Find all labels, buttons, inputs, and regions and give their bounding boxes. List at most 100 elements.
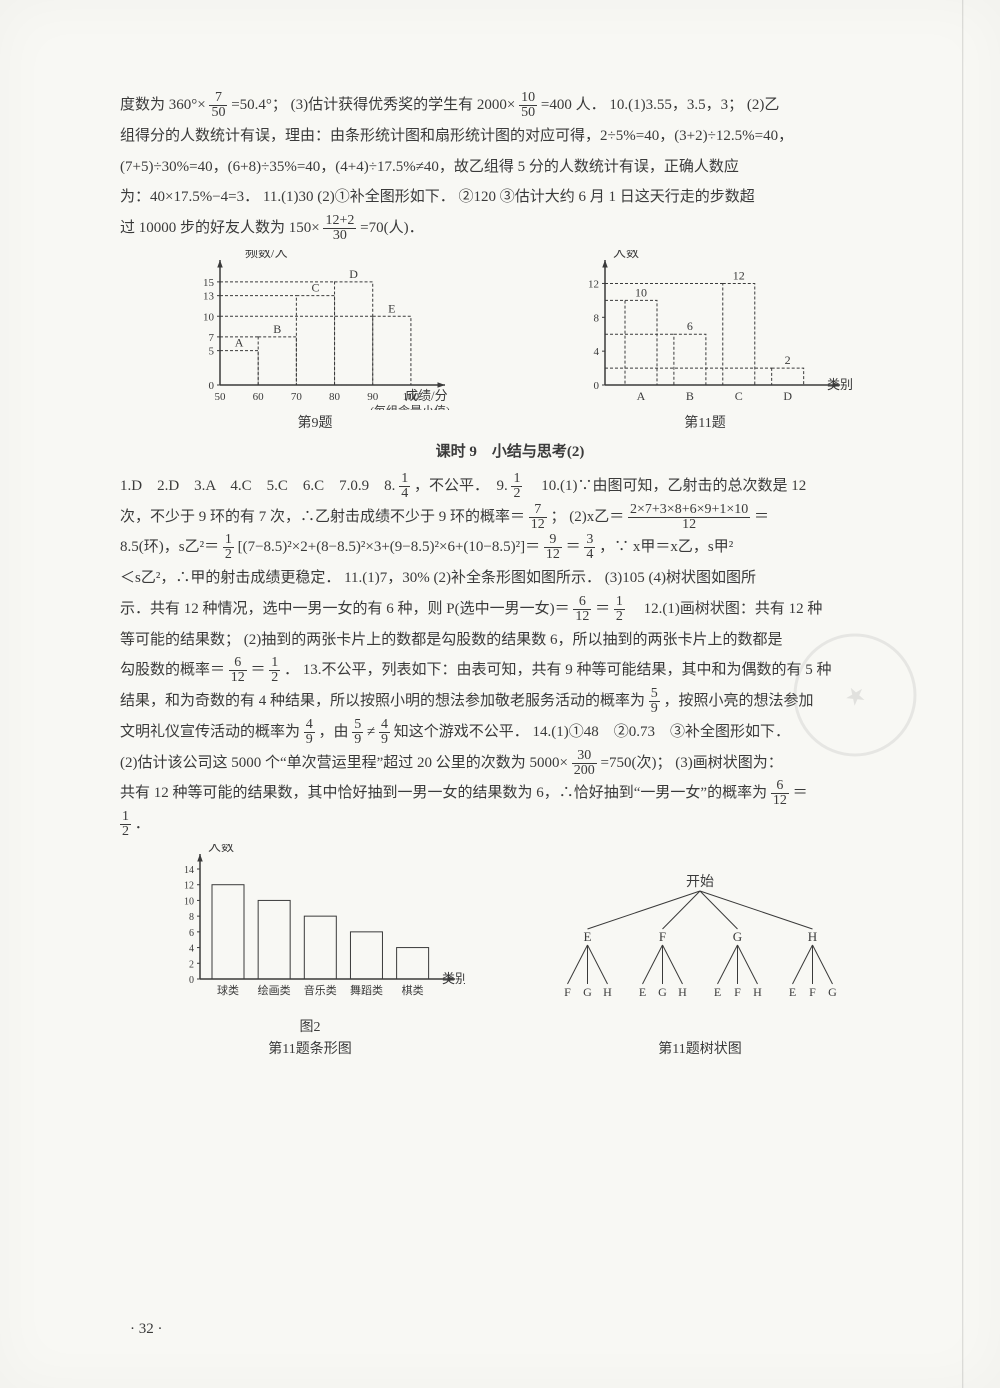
svg-text:开始: 开始 xyxy=(686,874,714,890)
svg-text:6: 6 xyxy=(189,928,194,939)
t: (2)估计该公司这 5000 个“单次营运里程”超过 20 公里的次数为 500… xyxy=(120,755,568,771)
t: [(7−8.5)²×2+(8−8.5)²×3+(9−8.5)²×6+(10−8.… xyxy=(238,539,541,555)
svg-text:H: H xyxy=(808,929,817,944)
svg-text:4: 4 xyxy=(189,943,194,954)
svg-text:14: 14 xyxy=(184,865,194,876)
svg-text:B: B xyxy=(273,322,281,336)
t: ＝ xyxy=(754,509,769,525)
svg-text:4: 4 xyxy=(594,346,600,358)
frac: 59 xyxy=(352,718,363,747)
svg-text:90: 90 xyxy=(367,391,379,403)
t: 为：40×17.5%−4=3． 11.(1)30 (2)①补全图形如下． ②12… xyxy=(120,189,755,205)
svg-text:F: F xyxy=(659,929,666,944)
frac: 30200 xyxy=(572,749,597,778)
svg-text:F: F xyxy=(809,985,816,999)
t: 勾股数的概率＝ xyxy=(120,662,225,678)
svg-text:13: 13 xyxy=(203,290,215,302)
svg-text:10: 10 xyxy=(635,285,647,299)
svg-text:12: 12 xyxy=(733,268,745,282)
chart-row-1: 频数/人成绩/分(每组含最小值)0571013155060708090100AB… xyxy=(120,250,900,432)
para2: 1.D 2.D 3.A 4.C 5.C 6.C 7.0.9 8. 14 ，不公平… xyxy=(120,471,900,840)
frac: 1050 xyxy=(519,91,537,120)
t: ，由 xyxy=(319,724,349,740)
svg-text:6: 6 xyxy=(687,319,693,333)
tree-svg: 开始EFGHFEGHGEFHHEFG xyxy=(535,866,865,1036)
frac: 12 xyxy=(120,810,131,839)
svg-text:G: G xyxy=(658,985,667,999)
svg-text:B: B xyxy=(686,389,694,403)
t: 结果，和为奇数的有 4 种结果，所以按照小明的想法参加敬老服务活动的概率为 xyxy=(120,693,645,709)
frac: 750 xyxy=(209,91,227,120)
chart9-wrap: 频数/人成绩/分(每组含最小值)0571013155060708090100AB… xyxy=(165,250,465,432)
svg-text:10: 10 xyxy=(184,896,194,907)
svg-text:人数: 人数 xyxy=(613,250,639,260)
frac: 49 xyxy=(379,718,390,747)
svg-text:A: A xyxy=(235,335,244,349)
frac: 612 xyxy=(573,595,591,624)
svg-text:音乐类: 音乐类 xyxy=(304,983,337,997)
svg-text:10: 10 xyxy=(203,311,215,323)
svg-text:人数: 人数 xyxy=(208,844,234,854)
section-title: 课时 9 小结与思考(2) xyxy=(120,440,900,461)
svg-text:H: H xyxy=(603,985,612,999)
svg-text:E: E xyxy=(388,301,395,315)
frac: 34 xyxy=(584,533,595,562)
t: ＝ xyxy=(595,601,610,617)
svg-text:频数/人: 频数/人 xyxy=(245,250,288,260)
spine-shadow xyxy=(962,0,964,1388)
frac: 712 xyxy=(529,503,547,532)
chart11a-wrap: 人数类别0481210A6B12C2D 第11题 xyxy=(555,250,855,432)
chart11bar-svg: 人数类别02468101214球类绘画类音乐类舞蹈类棋类 xyxy=(155,844,465,1014)
tree-caption: 第11题树状图 xyxy=(658,1038,741,1058)
svg-text:0: 0 xyxy=(594,380,600,392)
t: 12.(1)画树状图：共有 12 种 xyxy=(629,601,823,617)
t: (7+5)÷30%=40，(6+8)÷35%=40，(4+4)÷17.5%≠40… xyxy=(120,159,739,175)
svg-text:G: G xyxy=(733,929,742,944)
t: =70(人)． xyxy=(360,220,423,236)
svg-text:类别: 类别 xyxy=(827,377,853,392)
t: 等可能的结果数； (2)抽到的两张卡片上的数都是勾股数的结果数 6，所以抽到的两… xyxy=(120,632,783,648)
svg-text:D: D xyxy=(349,267,358,281)
svg-text:80: 80 xyxy=(329,391,341,403)
svg-text:5: 5 xyxy=(209,345,215,357)
chart9-caption: 第9题 xyxy=(298,412,333,432)
svg-text:舞蹈类: 舞蹈类 xyxy=(350,983,383,997)
t: =50.4°； (3)估计获得优秀奖的学生有 2000× xyxy=(231,97,515,113)
t: ，不公平． 9. xyxy=(414,478,508,494)
page: ★ 度数为 360°× 750 =50.4°； (3)估计获得优秀奖的学生有 2… xyxy=(0,0,1000,1388)
svg-text:D: D xyxy=(783,389,792,403)
frac: 12 xyxy=(269,656,280,685)
t: ，∵ x甲＝x乙，s甲² xyxy=(599,539,733,555)
svg-text:(每组含最小值): (每组含最小值) xyxy=(370,403,450,410)
t: ＝ xyxy=(251,662,266,678)
t: ． 13.不公平，列表如下：由表可知，共有 9 种等可能结果，其中和为偶数的有 … xyxy=(284,662,832,678)
svg-text:8: 8 xyxy=(594,312,600,324)
frac: 59 xyxy=(649,687,660,716)
t: 组得分的人数统计有误，理由：由条形统计图和扇形统计图的对应可得，2÷5%=40，… xyxy=(120,128,793,144)
svg-text:球类: 球类 xyxy=(217,983,239,997)
svg-text:类别: 类别 xyxy=(442,971,465,986)
frac: 49 xyxy=(304,718,315,747)
frac: 12 xyxy=(223,533,234,562)
svg-text:12: 12 xyxy=(588,278,599,290)
svg-text:12: 12 xyxy=(184,880,194,891)
frac: 12 xyxy=(614,595,625,624)
svg-text:G: G xyxy=(828,985,837,999)
svg-text:F: F xyxy=(734,985,741,999)
chart11bar-caption: 第11题条形图 xyxy=(268,1038,351,1058)
chart11a-caption: 第11题 xyxy=(684,412,725,432)
svg-text:100: 100 xyxy=(403,391,420,403)
svg-text:棋类: 棋类 xyxy=(402,983,424,997)
t: ； (2)x乙＝ xyxy=(551,509,625,525)
frac: 12 xyxy=(511,472,522,501)
svg-text:E: E xyxy=(584,929,592,944)
svg-text:H: H xyxy=(753,985,762,999)
frac: 12+230 xyxy=(323,214,356,243)
chart11bar-wrap: 人数类别02468101214球类绘画类音乐类舞蹈类棋类 图2 第11题条形图 xyxy=(155,844,465,1058)
svg-text:70: 70 xyxy=(291,391,303,403)
t: 10.(1)∵由图可知，乙射击的总次数是 12 xyxy=(526,478,806,494)
t: ＝ xyxy=(793,785,808,801)
svg-text:C: C xyxy=(735,389,743,403)
svg-text:H: H xyxy=(678,985,687,999)
t: =400 人． 10.(1)3.55，3.5，3； (2)乙 xyxy=(541,97,779,113)
